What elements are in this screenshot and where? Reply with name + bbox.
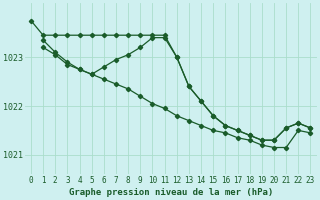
- X-axis label: Graphe pression niveau de la mer (hPa): Graphe pression niveau de la mer (hPa): [68, 188, 273, 197]
